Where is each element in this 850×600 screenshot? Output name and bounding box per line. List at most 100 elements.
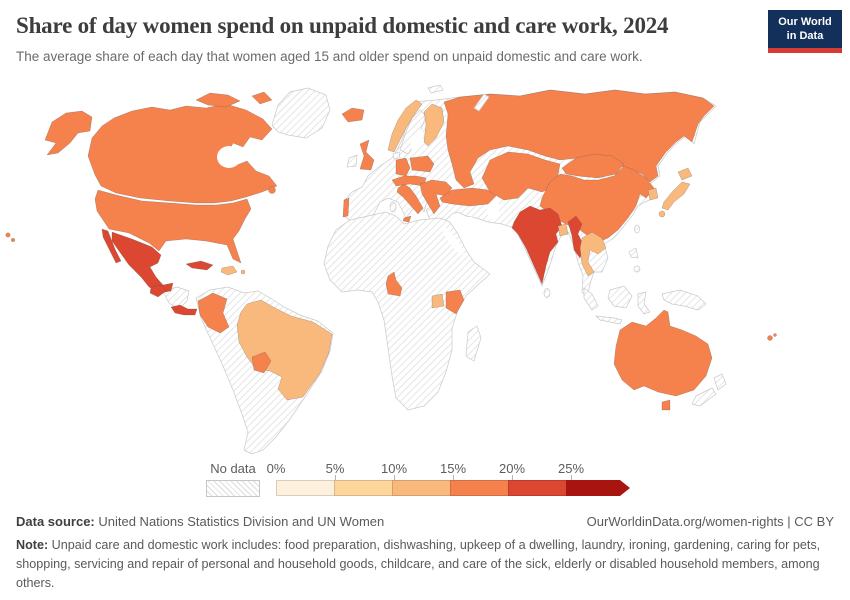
region-no-data-taiwan[interactable] — [634, 224, 640, 234]
country-united-kingdom[interactable] — [359, 139, 375, 171]
region-no-data-sulawesi[interactable] — [637, 291, 651, 315]
country-iceland[interactable] — [341, 107, 365, 123]
legend-color-bar — [276, 480, 646, 496]
region-no-data-sumatra[interactable] — [583, 287, 599, 311]
country-poland[interactable] — [409, 155, 435, 173]
map-legend: No data 0% 5% 10% 15% 20% 25% — [206, 461, 646, 497]
data-source-line: Data source: United Nations Statistics D… — [16, 514, 384, 529]
country-canada-baffin[interactable] — [251, 91, 273, 105]
legend-no-data-label: No data — [210, 461, 256, 476]
region-no-data-new-guinea[interactable] — [661, 289, 707, 311]
legend-bin-5-10%[interactable] — [334, 480, 393, 496]
page-title: Share of day women spend on unpaid domes… — [16, 13, 669, 38]
legend-tick-label: 0% — [266, 461, 286, 476]
country-cameroon[interactable] — [385, 271, 403, 297]
country-usa-hawaii-2[interactable] — [10, 237, 16, 243]
country-costa-rica-panama[interactable] — [170, 304, 198, 316]
legend-bin-15-20%[interactable] — [450, 480, 509, 496]
country-japan-hokkaido[interactable] — [677, 167, 693, 181]
region-no-data-new-zealand-south[interactable] — [691, 387, 717, 407]
country-fiji[interactable] — [767, 335, 773, 341]
note-text: Unpaid care and domestic work includes: … — [16, 538, 821, 591]
country-central-europe[interactable] — [391, 175, 427, 187]
legend-bin-10-15%[interactable] — [392, 480, 451, 496]
region-no-data-borneo[interactable] — [607, 285, 633, 309]
country-canada[interactable] — [87, 103, 278, 204]
country-usa-hawaii[interactable] — [5, 232, 11, 238]
region-no-data-honduras-nicaragua[interactable] — [162, 286, 190, 310]
country-guatemala[interactable] — [149, 284, 167, 298]
country-norway[interactable] — [387, 99, 423, 153]
legend-bin-20-25%[interactable] — [508, 480, 567, 496]
region-no-data-svalbard[interactable] — [427, 84, 444, 94]
note-block: Note: Unpaid care and domestic work incl… — [16, 536, 834, 593]
country-usa-alaska[interactable] — [44, 110, 93, 156]
region-no-data-madagascar[interactable] — [465, 325, 482, 362]
legend-tick-label: 25% — [557, 461, 585, 476]
country-portugal[interactable] — [342, 197, 350, 218]
red-sea — [442, 227, 464, 255]
owid-logo-line1: Our World — [778, 16, 832, 28]
region-no-data-sri-lanka[interactable] — [543, 288, 551, 298]
country-mexico[interactable] — [111, 231, 174, 294]
country-canada-arctic-islands[interactable] — [195, 92, 241, 108]
country-dominican-republic[interactable] — [220, 265, 238, 276]
country-uganda[interactable] — [431, 293, 445, 309]
region-no-data-novaya-zemlya[interactable] — [473, 93, 490, 112]
region-no-data-new-zealand-north[interactable] — [713, 373, 727, 391]
country-italy[interactable] — [396, 183, 424, 215]
region-no-data-denmark[interactable] — [392, 151, 401, 160]
legend-bar-block: 0% 5% 10% 15% 20% 25% — [267, 461, 646, 496]
chart-footer: Data source: United Nations Statistics D… — [16, 514, 834, 593]
country-italy-sicily[interactable] — [402, 215, 412, 223]
owid-url-link[interactable]: OurWorldinData.org/women-rights | CC BY — [586, 514, 834, 529]
data-source-label: Data source: — [16, 514, 95, 529]
chart-header: Share of day women spend on unpaid domes… — [16, 12, 750, 64]
owid-logo[interactable]: Our World in Data — [768, 10, 842, 53]
region-no-data-greenland[interactable] — [271, 87, 331, 139]
legend-bin-25%+[interactable] — [566, 480, 630, 496]
legend-tick-mark — [335, 475, 336, 480]
country-brazil[interactable] — [236, 299, 333, 401]
country-kenya[interactable] — [445, 289, 465, 315]
region-no-data-ireland[interactable] — [346, 154, 358, 168]
region-no-data-java[interactable] — [595, 315, 623, 325]
country-bangladesh[interactable] — [557, 223, 569, 237]
note-label: Note: — [16, 538, 49, 552]
country-australia[interactable] — [613, 309, 713, 397]
region-no-data-philippines-south[interactable] — [633, 265, 641, 273]
country-japan-kyushu[interactable] — [658, 210, 666, 218]
legend-no-data-block: No data — [206, 461, 260, 497]
country-balkans[interactable] — [419, 179, 453, 215]
country-japan-honshu[interactable] — [661, 181, 691, 211]
country-mongolia[interactable] — [561, 153, 625, 179]
country-south-korea[interactable] — [647, 187, 659, 201]
persian-gulf — [460, 217, 474, 225]
country-turkey[interactable] — [439, 187, 497, 207]
country-india[interactable] — [511, 205, 563, 285]
country-germany[interactable] — [395, 157, 411, 177]
country-russia[interactable] — [443, 89, 715, 189]
country-puerto-rico[interactable] — [240, 269, 246, 275]
country-usa[interactable] — [94, 189, 252, 264]
chart-subtitle: The average share of each day that women… — [16, 48, 643, 64]
legend-tick-label: 10% — [380, 461, 408, 476]
country-finland[interactable] — [423, 103, 445, 147]
legend-tick-mark — [571, 475, 572, 480]
region-no-data-sardinia[interactable] — [389, 201, 397, 213]
country-australia-tasmania[interactable] — [661, 399, 671, 411]
country-fiji-2[interactable] — [773, 333, 777, 337]
country-paraguay[interactable] — [251, 351, 272, 374]
country-mexico-baja[interactable] — [101, 228, 122, 264]
legend-tick-label: 5% — [325, 461, 345, 476]
country-thailand-laos-cambodia[interactable] — [579, 231, 607, 277]
country-cuba[interactable] — [185, 260, 214, 271]
country-colombia[interactable] — [197, 292, 230, 334]
legend-no-data-swatch[interactable] — [206, 480, 260, 497]
country-canada-newfoundland[interactable] — [268, 186, 276, 194]
region-no-data-africa[interactable] — [323, 211, 491, 411]
legend-bin-0-5%[interactable] — [276, 480, 335, 496]
region-no-data-philippines[interactable] — [628, 247, 639, 259]
legend-tick-label: 20% — [498, 461, 526, 476]
